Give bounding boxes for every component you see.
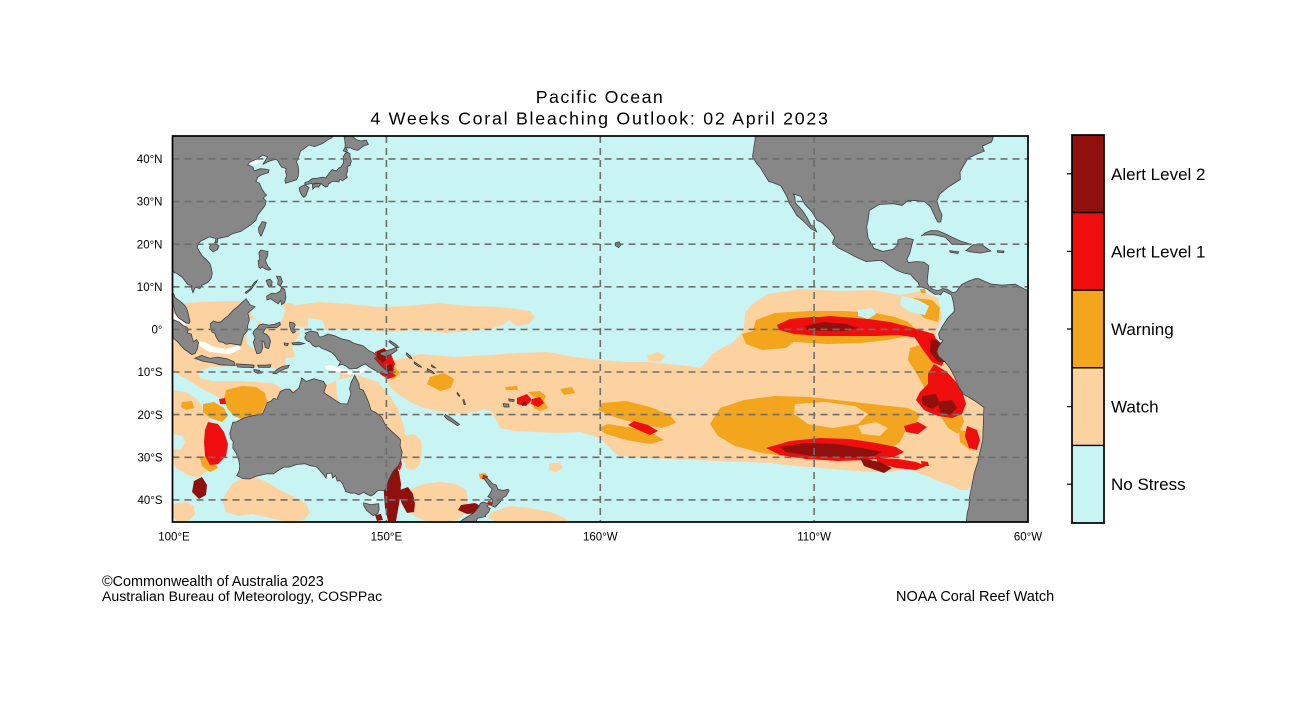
svg-text:40°N: 40°N — [137, 154, 163, 166]
svg-text:No Stress: No Stress — [1111, 475, 1186, 494]
svg-text:Alert Level 2: Alert Level 2 — [1111, 165, 1206, 184]
svg-text:150°E: 150°E — [371, 532, 403, 544]
svg-text:110°W: 110°W — [797, 532, 831, 544]
svg-text:Pacific Ocean: Pacific Ocean — [536, 87, 665, 107]
svg-text:©Commonwealth of Australia 202: ©Commonwealth of Australia 2023 — [102, 574, 324, 590]
svg-text:10°N: 10°N — [137, 282, 163, 294]
svg-text:20°S: 20°S — [137, 410, 162, 422]
svg-text:Australian Bureau of Meteorolo: Australian Bureau of Meteorology, COSPPa… — [102, 588, 382, 604]
svg-text:20°N: 20°N — [137, 239, 163, 251]
svg-text:40°S: 40°S — [137, 495, 162, 507]
svg-text:NOAA Coral Reef Watch: NOAA Coral Reef Watch — [896, 589, 1054, 605]
svg-text:10°S: 10°S — [137, 367, 162, 379]
svg-text:0°: 0° — [152, 325, 163, 337]
svg-text:Warning: Warning — [1111, 320, 1174, 339]
svg-text:60°W: 60°W — [1014, 532, 1042, 544]
svg-text:30°N: 30°N — [137, 197, 163, 209]
svg-text:160°W: 160°W — [583, 532, 618, 544]
svg-text:100°E: 100°E — [158, 532, 190, 544]
svg-text:Watch: Watch — [1111, 398, 1159, 417]
svg-text:4 Weeks Coral Bleaching Outloo: 4 Weeks Coral Bleaching Outlook: 02 Apri… — [370, 108, 829, 128]
svg-text:30°S: 30°S — [137, 453, 162, 465]
svg-text:Alert Level 1: Alert Level 1 — [1111, 242, 1206, 261]
